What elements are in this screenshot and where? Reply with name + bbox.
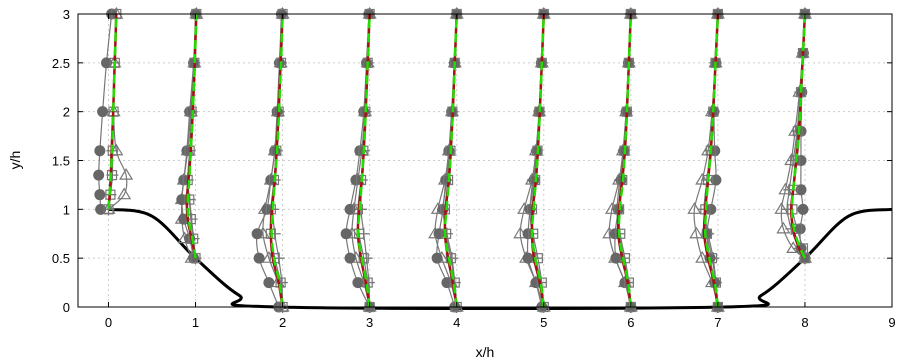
y-tick-label: 3 — [63, 7, 70, 22]
circle-marker — [795, 125, 807, 137]
triangle-marker — [117, 187, 132, 200]
circle-marker — [269, 145, 281, 157]
square-marker — [701, 228, 713, 239]
profile-station — [602, 6, 638, 313]
circles-line — [345, 13, 371, 308]
x-tick-label: 3 — [366, 315, 373, 330]
y-tick-label: 2 — [63, 105, 70, 120]
hill-wall-line — [108, 207, 893, 310]
x-axis-label: x/h — [476, 344, 495, 360]
triangle-marker — [774, 202, 789, 214]
y-tick-label: 1 — [63, 202, 70, 217]
x-tick-label: 5 — [540, 315, 547, 330]
green-dashed-profile-line — [790, 13, 807, 259]
y-tick-label: 0.5 — [52, 251, 70, 266]
triangle-marker — [695, 172, 710, 185]
circle-marker — [271, 106, 283, 118]
circle-marker — [94, 145, 106, 157]
green-dashed-profile-line — [186, 13, 198, 259]
circle-marker — [340, 228, 352, 240]
circle-marker — [443, 145, 455, 157]
green-dashed-profile-line — [443, 13, 458, 308]
profile-station — [93, 6, 134, 216]
x-tick-label: 8 — [801, 315, 808, 330]
green-dashed-profile-line — [617, 13, 633, 308]
circle-marker — [794, 223, 806, 235]
ticks: 0 1 2 3 4 5 6 7 8 9 0 0.5 1 1.5 2 2.5 3 — [52, 7, 896, 330]
circle-marker — [263, 277, 275, 289]
triangle-marker — [689, 226, 704, 239]
triangle-marker — [119, 167, 134, 180]
green-dashed-profile-line — [530, 13, 546, 308]
circle-marker — [94, 189, 106, 201]
green-dashed-profile-line — [356, 13, 371, 308]
profile-station — [774, 6, 813, 265]
square-marker — [184, 194, 195, 205]
circle-marker — [795, 155, 807, 166]
circle-marker — [431, 252, 443, 264]
circle-marker — [522, 252, 534, 264]
profile-station — [174, 6, 204, 265]
circle-marker — [251, 228, 263, 240]
x-tick-label: 1 — [192, 315, 199, 330]
hill-wall — [108, 207, 893, 310]
profile-station — [687, 6, 725, 313]
circle-marker — [433, 228, 445, 240]
x-tick-label: 6 — [627, 315, 634, 330]
y-tick-label: 1.5 — [52, 154, 70, 169]
circle-marker — [344, 252, 356, 264]
y-axis-label: y/h — [7, 151, 23, 170]
y-tick-label: 0 — [63, 300, 70, 315]
x-tick-label: 9 — [888, 315, 895, 330]
square-marker — [615, 228, 626, 239]
circle-marker — [610, 252, 622, 264]
x-tick-label: 0 — [105, 315, 112, 330]
green-dashed-profile-line — [270, 13, 284, 308]
profile-station — [340, 6, 377, 313]
profile-station — [251, 6, 290, 313]
green-dashed-profile-line — [107, 13, 118, 210]
circles-line — [255, 13, 282, 308]
x-tick-label: 2 — [279, 315, 286, 330]
triangle-marker — [776, 221, 791, 234]
circle-marker — [797, 203, 809, 215]
circle-marker — [253, 252, 265, 264]
green-dashed-profile-line — [703, 13, 720, 308]
square-marker — [185, 214, 196, 225]
circle-marker — [358, 106, 370, 118]
profile-station — [513, 6, 551, 313]
triangle-marker — [687, 202, 702, 214]
x-tick-label: 4 — [453, 315, 460, 330]
circle-marker — [352, 277, 364, 289]
square-marker — [799, 253, 811, 264]
x-tick-label: 7 — [714, 315, 721, 330]
circle-marker — [705, 203, 717, 215]
circle-marker — [93, 169, 105, 181]
y-tick-label: 2.5 — [52, 56, 70, 71]
circle-marker — [101, 57, 113, 69]
circle-marker — [97, 106, 109, 118]
